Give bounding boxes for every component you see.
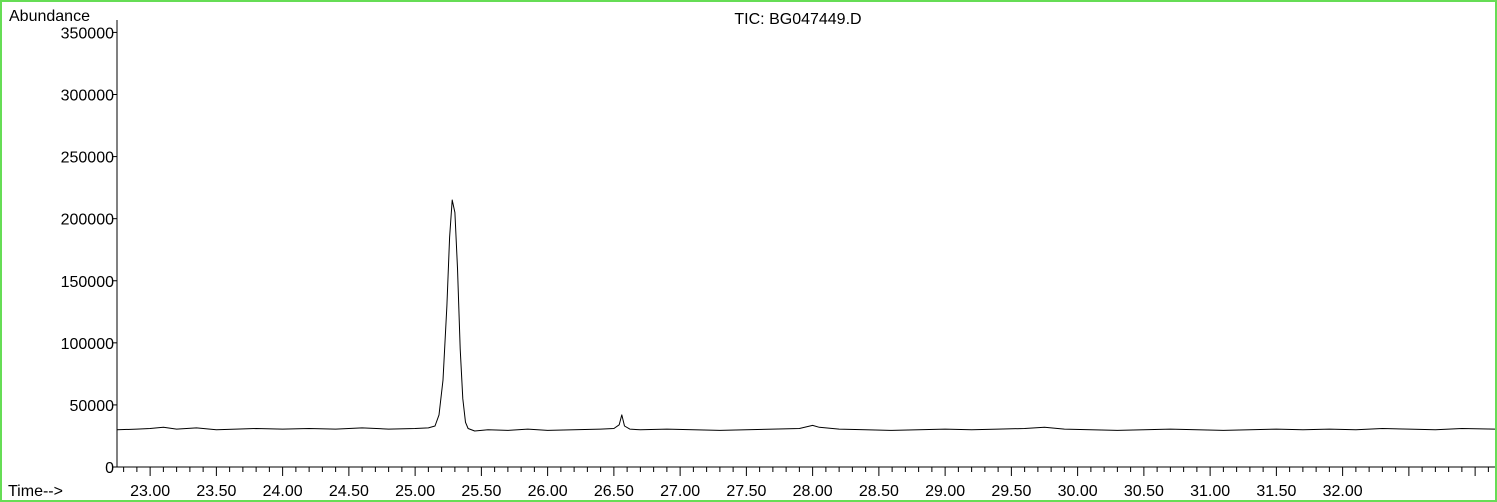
- x-tick-label: 23.00: [130, 483, 170, 500]
- x-tick-label: 31.00: [1190, 483, 1230, 500]
- plot-area: [116, 199, 1496, 432]
- x-tick-label: 28.50: [859, 483, 899, 500]
- y-axis: 0 50000 100000 150000 200000 250000 300000 3500…: [61, 20, 118, 477]
- x-tick-label: 30.50: [1124, 483, 1164, 500]
- x-tick-label: 28.00: [793, 483, 833, 500]
- y-tick-label: 350000: [61, 25, 114, 42]
- x-tick-label: 27.50: [726, 483, 766, 500]
- y-tick-label: 50000: [70, 398, 115, 415]
- y-tick-label: 0: [105, 460, 114, 477]
- y-tick-label: 300000: [61, 88, 114, 105]
- x-tick-label: 24.00: [263, 483, 303, 500]
- x-tick-label: 23.50: [196, 483, 236, 500]
- x-tick-label: 25.00: [395, 483, 435, 500]
- tic-series-line: [116, 199, 1496, 432]
- x-tick-label: 29.50: [991, 483, 1031, 500]
- x-tick-label: 31.50: [1256, 483, 1296, 500]
- x-tick-label: 30.00: [1058, 483, 1098, 500]
- x-axis-title: Time-->: [8, 483, 63, 500]
- y-tick-label: 200000: [61, 212, 114, 229]
- chart-title: TIC: BG047449.D: [734, 11, 861, 28]
- x-axis: 23.00 23.50 24.00 24.50 25.00 25.50 26.00 26.50…: [117, 466, 1495, 500]
- x-tick-label: 26.00: [528, 483, 568, 500]
- y-tick-label: 150000: [61, 274, 114, 291]
- y-axis-title: Abundance: [9, 8, 90, 25]
- x-tick-label: 26.50: [594, 483, 634, 500]
- x-tick-label: 24.50: [329, 483, 369, 500]
- x-tick-label: 25.50: [461, 483, 501, 500]
- x-tick-label: 29.00: [925, 483, 965, 500]
- x-tick-label: 27.00: [660, 483, 700, 500]
- x-tick-label: 32.00: [1323, 483, 1363, 500]
- y-tick-label: 250000: [61, 150, 114, 167]
- y-tick-label: 100000: [61, 336, 114, 353]
